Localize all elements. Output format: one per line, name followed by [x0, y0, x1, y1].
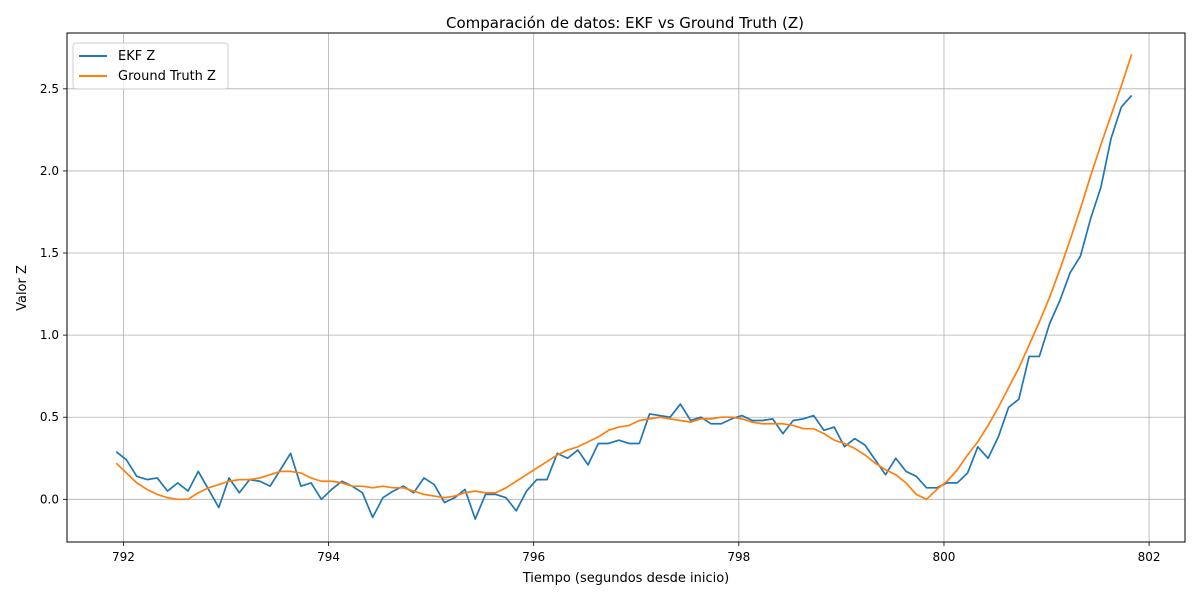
legend-label-ground-truth: Ground Truth Z: [118, 69, 216, 84]
legend-box: [72, 42, 229, 90]
plot-frame: [66, 32, 1186, 543]
y-tick-label: 0.5: [40, 410, 59, 424]
x-tick-label: 794: [317, 550, 340, 564]
x-axis-label: Tiempo (segundos desde inicio): [522, 571, 730, 586]
series-line-1: [115, 54, 1133, 501]
y-tick-label: 1.0: [40, 328, 59, 342]
series-line-0: [115, 94, 1133, 520]
series-lines: [115, 54, 1133, 520]
y-tick-label: 2.5: [40, 82, 59, 96]
x-tick-label: 800: [933, 550, 956, 564]
y-tick-label: 1.5: [40, 246, 59, 260]
x-tick-label: 798: [727, 550, 750, 564]
y-tick-label: 0.0: [40, 492, 59, 506]
x-axis-ticks: 792 794 796 798 800 802: [112, 542, 1161, 564]
x-tick-label: 796: [522, 550, 545, 564]
legend-label-ekf: EKF Z: [118, 49, 155, 64]
y-axis-ticks: 0.0 0.5 1.0 1.5 2.0 2.5: [40, 82, 67, 506]
x-tick-label: 792: [112, 550, 135, 564]
legend: EKF Z Ground Truth Z: [72, 42, 229, 90]
y-tick-label: 2.0: [40, 164, 59, 178]
grid-lines: [67, 33, 1185, 542]
chart-title: Comparación de datos: EKF vs Ground Trut…: [446, 14, 804, 32]
y-axis-label: Valor Z: [15, 265, 30, 311]
x-tick-label: 802: [1138, 550, 1161, 564]
